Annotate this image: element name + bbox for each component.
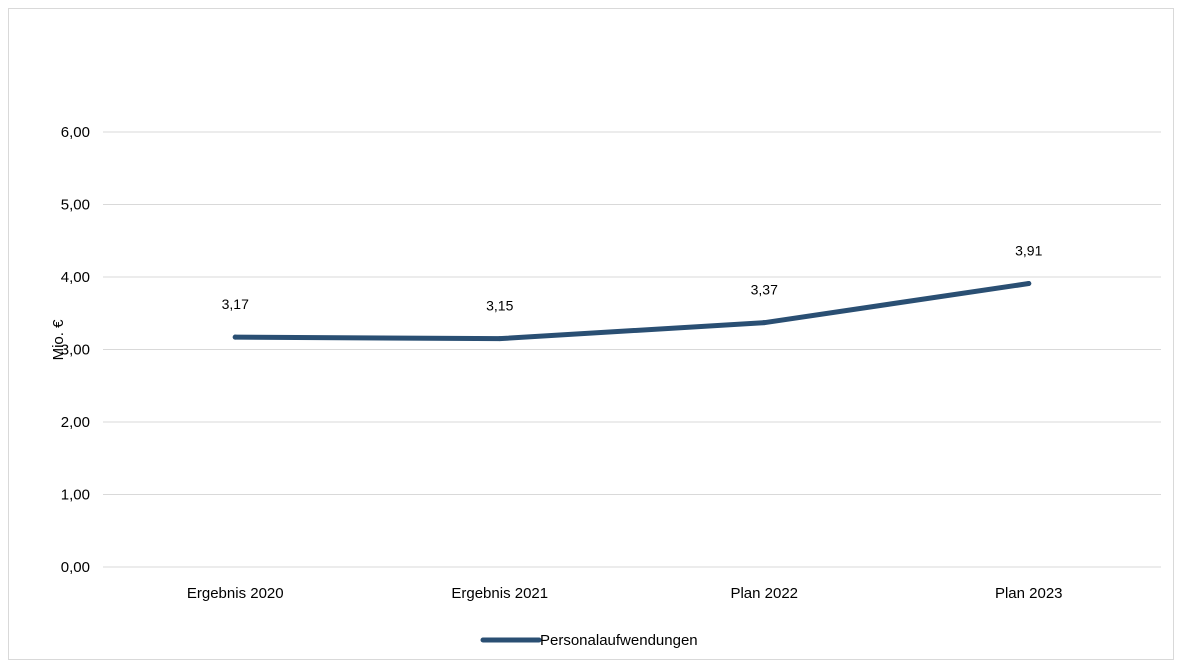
data-points: [232, 281, 1032, 342]
legend: Personalaufwendungen: [480, 632, 698, 649]
data-point: [232, 334, 238, 340]
x-tick-label: Ergebnis 2021: [451, 585, 548, 602]
x-tick-label: Plan 2022: [730, 585, 798, 602]
data-labels: 3,17 3,15 3,37 3,91: [222, 243, 1043, 314]
x-axis-ticks: Ergebnis 2020 Ergebnis 2021 Plan 2022 Plan …: [187, 585, 1063, 602]
series-line-personalaufwendungen: [232, 281, 1032, 342]
data-point: [497, 336, 503, 342]
y-tick-label: 3,00: [61, 342, 90, 359]
data-point: [761, 320, 767, 326]
data-point: [1026, 281, 1032, 287]
y-tick-label: 1,00: [61, 487, 90, 504]
data-label: 3,91: [1015, 243, 1042, 259]
x-tick-label: Ergebnis 2020: [187, 585, 284, 602]
y-tick-label: 5,00: [61, 197, 90, 214]
y-tick-label: 4,00: [61, 269, 90, 286]
data-label: 3,15: [486, 298, 513, 314]
y-axis-title: Mio. €: [50, 319, 67, 361]
y-tick-label: 0,00: [61, 559, 90, 576]
data-label: 3,17: [222, 296, 249, 312]
x-tick-label: Plan 2023: [995, 585, 1063, 602]
data-label: 3,37: [751, 282, 778, 298]
legend-label: Personalaufwendungen: [540, 632, 698, 649]
y-axis-ticks: 0,00 1,00 2,00 3,00 4,00 5,00 6,00: [61, 124, 90, 576]
gridlines: [103, 131, 1161, 568]
y-tick-label: 6,00: [61, 124, 90, 141]
y-tick-label: 2,00: [61, 414, 90, 431]
